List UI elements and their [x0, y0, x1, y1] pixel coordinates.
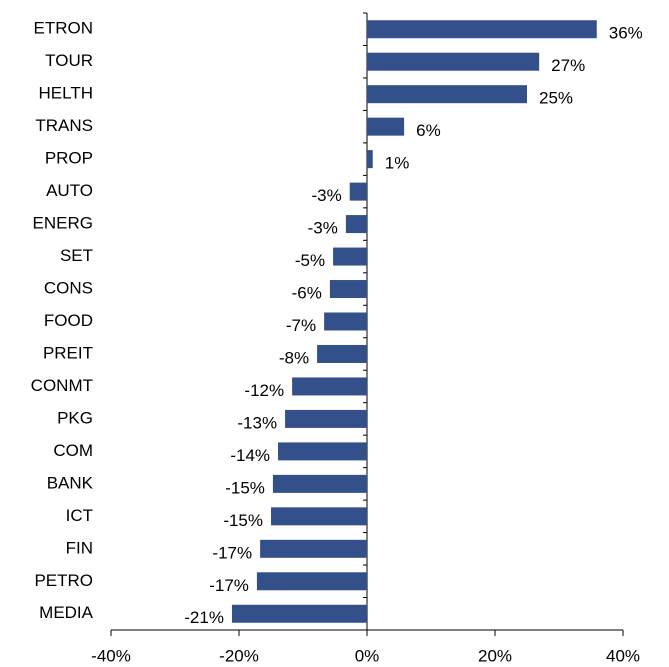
bar: [349, 182, 367, 201]
bar: [324, 312, 367, 331]
bar: [367, 117, 405, 136]
category-label: COM: [53, 441, 93, 460]
category-label: BANK: [47, 473, 94, 492]
category-label: SET: [60, 246, 93, 265]
category-label: PROP: [45, 149, 93, 168]
category-label: AUTO: [46, 181, 93, 200]
category-label: FIN: [66, 538, 93, 557]
value-label: -3%: [308, 219, 338, 238]
bar: [367, 85, 527, 104]
bar: [367, 150, 373, 169]
category-label: TOUR: [45, 51, 93, 70]
value-label: 25%: [539, 89, 573, 108]
value-label: -12%: [244, 381, 284, 400]
value-label: 36%: [609, 24, 643, 43]
value-label: -3%: [311, 186, 341, 205]
value-label: 27%: [551, 56, 585, 75]
bar: [260, 539, 367, 558]
value-label: -21%: [184, 608, 224, 627]
bar: [345, 215, 367, 234]
category-label: ETRON: [34, 19, 94, 38]
bar: [329, 280, 367, 299]
value-label: 6%: [416, 121, 441, 140]
bar: [367, 52, 540, 71]
value-label: -6%: [292, 284, 322, 303]
value-label: -15%: [223, 511, 263, 530]
bar: [292, 377, 367, 396]
x-tick-label: -40%: [91, 646, 131, 665]
value-label: -14%: [230, 446, 270, 465]
value-label: -15%: [225, 478, 265, 497]
value-label: -5%: [295, 251, 325, 270]
category-label: MEDIA: [39, 603, 94, 622]
bar: [231, 604, 367, 623]
category-label: CONS: [44, 279, 93, 298]
value-label: -17%: [212, 543, 252, 562]
bar: [367, 20, 597, 39]
bar: [256, 572, 367, 591]
category-label: PKG: [57, 408, 93, 427]
category-label: TRANS: [35, 116, 93, 135]
category-label: CONMT: [31, 376, 93, 395]
category-label: ICT: [66, 506, 93, 525]
bar: [271, 507, 367, 526]
category-label: PETRO: [34, 571, 93, 590]
bar: [278, 442, 367, 461]
value-label: -17%: [209, 576, 249, 595]
category-label: HELTH: [39, 84, 93, 103]
value-label: 1%: [385, 154, 410, 173]
bar: [285, 409, 367, 428]
value-label: -13%: [237, 413, 277, 432]
bar: [272, 474, 367, 493]
x-tick-label: 0%: [355, 646, 380, 665]
x-tick-label: 40%: [606, 646, 640, 665]
x-tick-label: 20%: [478, 646, 512, 665]
value-label: -7%: [286, 316, 316, 335]
x-tick-label: -20%: [219, 646, 259, 665]
value-label: -8%: [279, 348, 309, 367]
category-label: ENERG: [33, 214, 93, 233]
bar: [317, 344, 367, 363]
category-label: PREIT: [43, 343, 93, 362]
bar: [333, 247, 367, 266]
category-label: FOOD: [44, 311, 93, 330]
